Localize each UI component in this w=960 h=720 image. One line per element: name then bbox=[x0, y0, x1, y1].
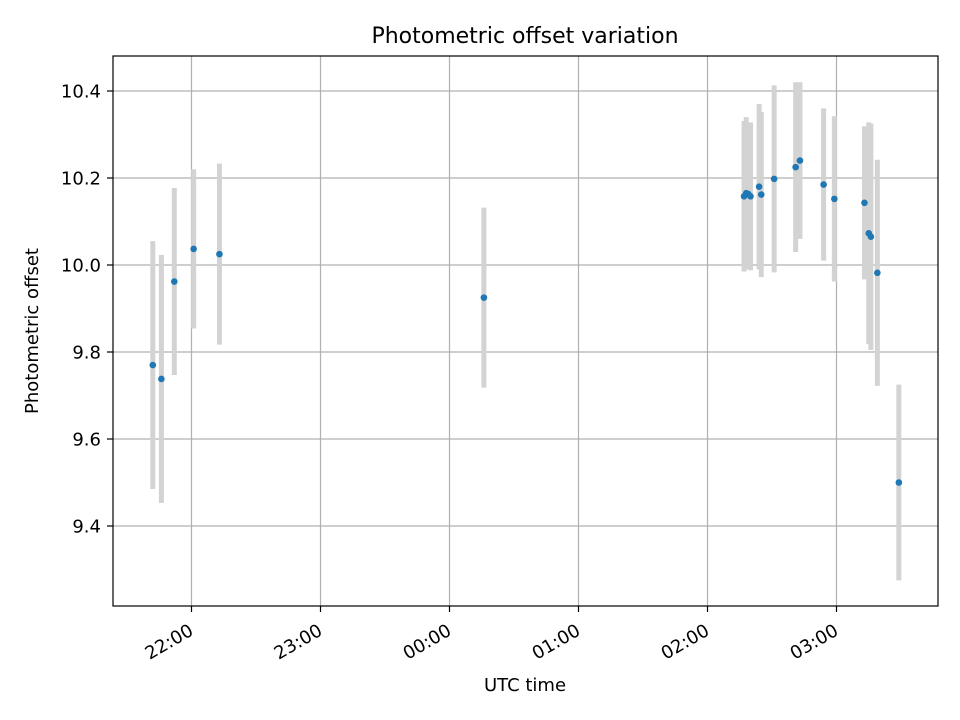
data-point bbox=[831, 195, 838, 203]
plot-frame bbox=[112, 55, 939, 607]
data-point bbox=[149, 361, 157, 369]
data-point bbox=[792, 163, 799, 171]
y-tick-label: 10.2 bbox=[61, 169, 101, 190]
data-point bbox=[755, 183, 763, 190]
data-point bbox=[867, 233, 875, 241]
data-point bbox=[216, 250, 223, 258]
data-point bbox=[158, 375, 165, 383]
data-point bbox=[480, 294, 488, 301]
y-tick-label: 10.0 bbox=[61, 256, 101, 277]
data-point bbox=[861, 199, 868, 207]
y-tick-label: 9.8 bbox=[72, 343, 101, 364]
data-point bbox=[171, 278, 178, 285]
data-point bbox=[770, 175, 778, 183]
y-axis-ticks: 9.4 9.6 9.8 10.0 10.2 10.4 bbox=[61, 82, 113, 538]
y-tick-label: 9.4 bbox=[72, 517, 101, 538]
data-point bbox=[190, 245, 197, 253]
y-tick-label: 10.4 bbox=[61, 82, 101, 103]
data-point bbox=[796, 157, 804, 164]
x-axis-label: UTC time bbox=[484, 675, 566, 696]
data-point bbox=[820, 181, 827, 188]
chart-title: Photometric offset variation bbox=[371, 24, 678, 49]
data-point bbox=[757, 191, 765, 198]
data-points bbox=[149, 157, 903, 486]
data-point bbox=[895, 479, 903, 486]
data-point bbox=[747, 192, 754, 200]
y-tick-label: 9.6 bbox=[72, 430, 101, 451]
y-axis-label: Photometric offset bbox=[22, 248, 43, 414]
data-point bbox=[874, 269, 881, 277]
